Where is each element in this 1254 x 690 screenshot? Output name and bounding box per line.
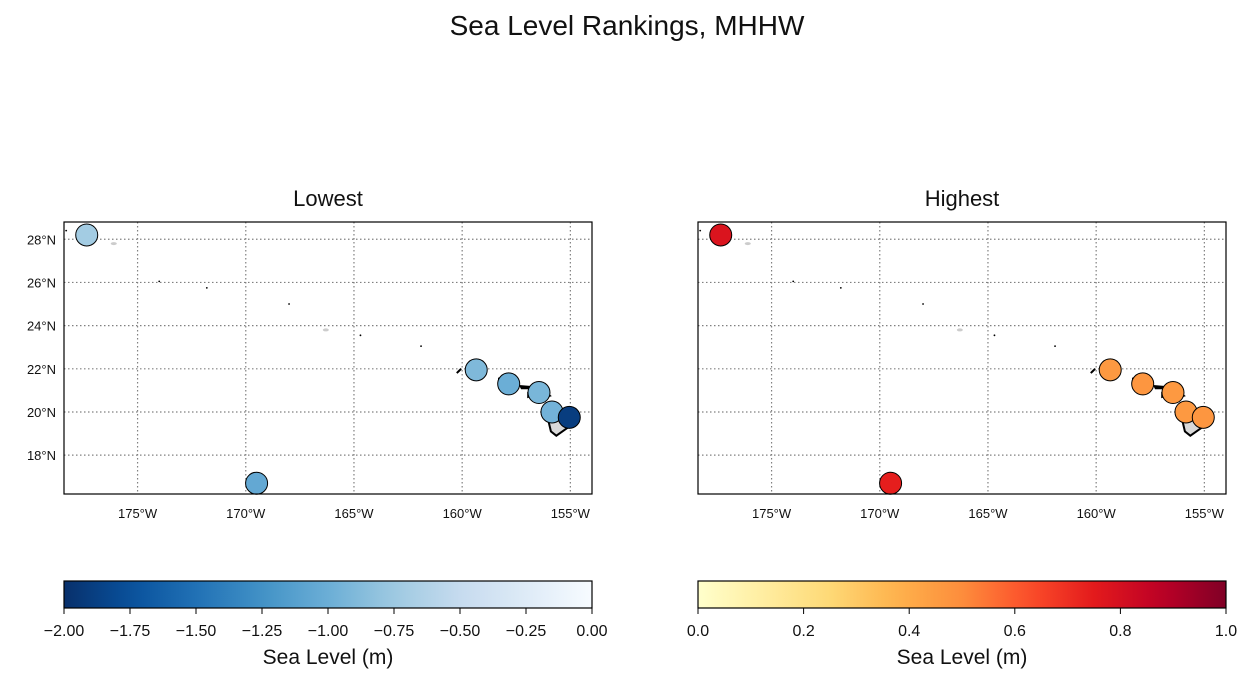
island-dot [359, 334, 362, 337]
station-marker [879, 471, 903, 495]
island-dot [205, 286, 208, 289]
colorbar-label-lowest: Sea Level (m) [262, 646, 394, 669]
colorbar-gradient [697, 580, 1227, 609]
colorbar-tick-label: 0.0 [687, 623, 709, 640]
atoll-shape [322, 328, 329, 332]
colorbar-highest: 0.0 0.2 0.4 0.6 0.8 1.0 [687, 580, 1237, 640]
colorbar-tick-label: −1.75 [110, 623, 151, 640]
lon-tick-label: 155°W [1185, 506, 1225, 521]
station-marker [1098, 358, 1122, 382]
colorbar-tick-label: 0.4 [898, 623, 920, 640]
map-panel-lowest: 175°W 170°W 165°W 160°W 155°W 28°N 26°N 24°N 22°… [27, 221, 593, 521]
lon-tick-label: 165°W [968, 506, 1008, 521]
colorbar-tick-label: −0.25 [506, 623, 547, 640]
colorbar-tick-label: 0.00 [576, 623, 607, 640]
colorbar-tick-label: −0.50 [440, 623, 481, 640]
lat-tick-label: 20°N [27, 405, 56, 420]
colorbar-lowest: −2.00 −1.75 −1.50 −1.25 −1.00 −0.75 −0.50 −0.25… [44, 580, 608, 640]
map-frame [697, 221, 1227, 495]
lon-tick-label: 175°W [752, 506, 792, 521]
map-background [64, 222, 592, 494]
colorbar-tick-label: 1.0 [1215, 623, 1237, 640]
lon-tick-label: 170°W [226, 506, 266, 521]
station-marker [709, 223, 733, 247]
lat-tick-label: 28°N [27, 232, 56, 247]
station-marker [1131, 372, 1155, 396]
colorbar-tick-label: −0.75 [374, 623, 415, 640]
panel-title-highest: Highest [924, 186, 1000, 211]
island-dot [288, 303, 290, 305]
station-marker [464, 358, 488, 382]
station-marker [1161, 381, 1185, 405]
figure-title: Sea Level Rankings, MHHW [449, 10, 805, 41]
island-dot [158, 280, 161, 283]
station-marker [557, 405, 581, 429]
island-dot [993, 334, 996, 337]
lon-tick-label: 175°W [118, 506, 158, 521]
colorbar-tick-label: −1.50 [176, 623, 217, 640]
lat-tick-label: 22°N [27, 362, 56, 377]
island-dot [699, 229, 702, 232]
map-panel-highest: 175°W 170°W 165°W 160°W 155°W [697, 221, 1227, 521]
atoll-shape [110, 242, 117, 246]
panel-title-lowest: Lowest [293, 186, 363, 211]
lon-tick-label: 160°W [1077, 506, 1117, 521]
island-outline [456, 368, 462, 374]
atoll-shape [956, 328, 963, 332]
atoll-shape [744, 242, 751, 246]
map-frame [63, 221, 593, 495]
station-marker [75, 223, 99, 247]
island-dot [922, 303, 924, 305]
lon-tick-label: 155°W [551, 506, 591, 521]
island-outline [1090, 368, 1096, 374]
colorbar-tick-label: −1.25 [242, 623, 283, 640]
station-marker [527, 381, 551, 405]
island-dot [839, 286, 842, 289]
lat-tick-label: 24°N [27, 319, 56, 334]
colorbar-tick-label: −1.00 [308, 623, 349, 640]
island-dot [420, 345, 422, 348]
colorbar-gradient [63, 580, 593, 609]
island-dot [1054, 345, 1056, 348]
colorbar-tick-label: 0.6 [1004, 623, 1026, 640]
station-marker [245, 471, 269, 495]
colorbar-label-highest: Sea Level (m) [896, 646, 1028, 669]
lon-tick-label: 160°W [443, 506, 483, 521]
island-dot [792, 280, 795, 283]
station-marker [497, 372, 521, 396]
lat-tick-label: 18°N [27, 448, 56, 463]
station-marker [1191, 405, 1215, 429]
lon-tick-label: 170°W [860, 506, 900, 521]
lat-tick-label: 26°N [27, 275, 56, 290]
colorbar-tick-label: −2.00 [44, 623, 85, 640]
lon-tick-label: 165°W [334, 506, 374, 521]
map-background [698, 222, 1226, 494]
colorbar-tick-label: 0.8 [1109, 623, 1131, 640]
island-dot [65, 229, 68, 232]
colorbar-tick-label: 0.2 [792, 623, 814, 640]
